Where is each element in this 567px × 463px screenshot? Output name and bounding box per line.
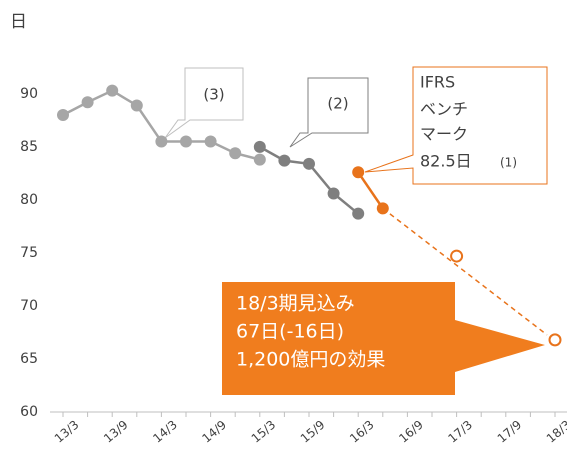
series-line xyxy=(357,171,384,210)
point xyxy=(303,157,315,170)
point xyxy=(352,207,365,220)
y-tick-label: 75 xyxy=(20,245,38,261)
x-tick-label: 16/3 xyxy=(347,418,377,446)
point xyxy=(130,99,143,112)
x-tick-label: 14/9 xyxy=(199,418,229,446)
point xyxy=(352,166,365,179)
x-tick-label: 17/3 xyxy=(445,418,475,446)
callout-text: 82.5日 xyxy=(420,152,472,171)
point xyxy=(204,135,217,148)
callout-text: ベンチ xyxy=(420,100,468,119)
y-tick-label: 90 xyxy=(20,86,38,102)
callout-text: 67日(-16日) xyxy=(236,321,344,343)
point xyxy=(548,333,562,347)
callout-text: (1) xyxy=(500,156,517,170)
callout-ifrs: IFRS ベンチ マーク 82.5日 (1) xyxy=(364,66,548,185)
callout-forecast: 18/3期見込み 67日(-16日) 1,200億円の効果 xyxy=(222,282,545,395)
y-tick-label: 65 xyxy=(20,351,38,367)
callout-2: (2) xyxy=(289,77,369,148)
point xyxy=(450,249,464,263)
point xyxy=(253,140,266,153)
point xyxy=(327,187,340,200)
point xyxy=(155,135,168,148)
x-tick-label: 17/9 xyxy=(495,418,525,446)
point xyxy=(229,147,242,160)
x-tick-label: 13/9 xyxy=(101,418,131,446)
callout-text: マーク xyxy=(420,125,468,144)
forecast-connector xyxy=(382,207,548,336)
point xyxy=(253,153,266,166)
x-tick-label: 14/3 xyxy=(150,418,180,446)
x-tick-label: 18/3 xyxy=(544,418,567,446)
y-tick-label: 70 xyxy=(20,298,38,314)
series-line xyxy=(259,145,359,215)
y-tick-label: 80 xyxy=(20,192,38,208)
callout-text: 1,200億円の効果 xyxy=(236,349,385,371)
callout-text: (3) xyxy=(203,86,224,104)
x-tick-label: 15/9 xyxy=(298,418,328,446)
x-tick-label: 13/3 xyxy=(52,418,82,446)
callout-text: IFRS xyxy=(420,73,455,92)
y-tick-label: 60 xyxy=(20,404,38,420)
point xyxy=(106,84,119,97)
x-tick-label: 15/3 xyxy=(249,418,279,446)
y-tick-label: 85 xyxy=(20,139,38,155)
x-tick-label: 16/9 xyxy=(396,418,426,446)
point xyxy=(180,135,192,148)
callout-3: (3) xyxy=(164,67,244,139)
point xyxy=(278,154,291,167)
callout-text: (2) xyxy=(327,95,348,113)
y-axis-label: 日 xyxy=(10,12,27,32)
point xyxy=(376,202,389,215)
point xyxy=(81,96,94,109)
point xyxy=(57,109,69,122)
callout-text: 18/3期見込み xyxy=(236,293,355,315)
